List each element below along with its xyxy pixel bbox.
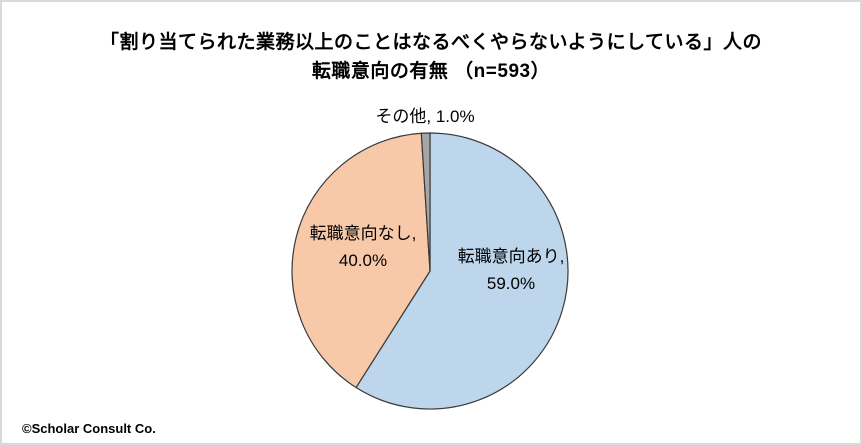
pie-chart [291,132,569,410]
data-label-other: その他, 1.0% [375,103,474,130]
data-label-ari-name: 転職意向あり, [457,247,565,266]
data-label-other-text: その他, 1.0% [375,107,475,126]
data-label-ari: 転職意向あり, 59.0% [458,243,565,297]
copyright: ©Scholar Consult Co. [22,421,156,436]
data-label-nashi-pct: 40.0% [338,251,388,270]
pie-slice-2 [420,132,431,272]
pie-slice-1 [291,132,431,389]
data-label-ari-pct: 59.0% [486,274,536,293]
chart-title: 「割り当てられた業務以上のことはなるべくやらないようにしている」人の 転職意向の… [2,28,860,86]
data-label-nashi-name: 転職意向なし, [309,224,417,243]
data-label-nashi: 転職意向なし, 40.0% [310,220,417,274]
pie-slice-0 [355,132,569,410]
chart-title-line2: 転職意向の有無 （n=593） [311,61,551,82]
chart-title-line1: 「割り当てられた業務以上のことはなるべくやらないようにしている」人の [99,32,763,53]
